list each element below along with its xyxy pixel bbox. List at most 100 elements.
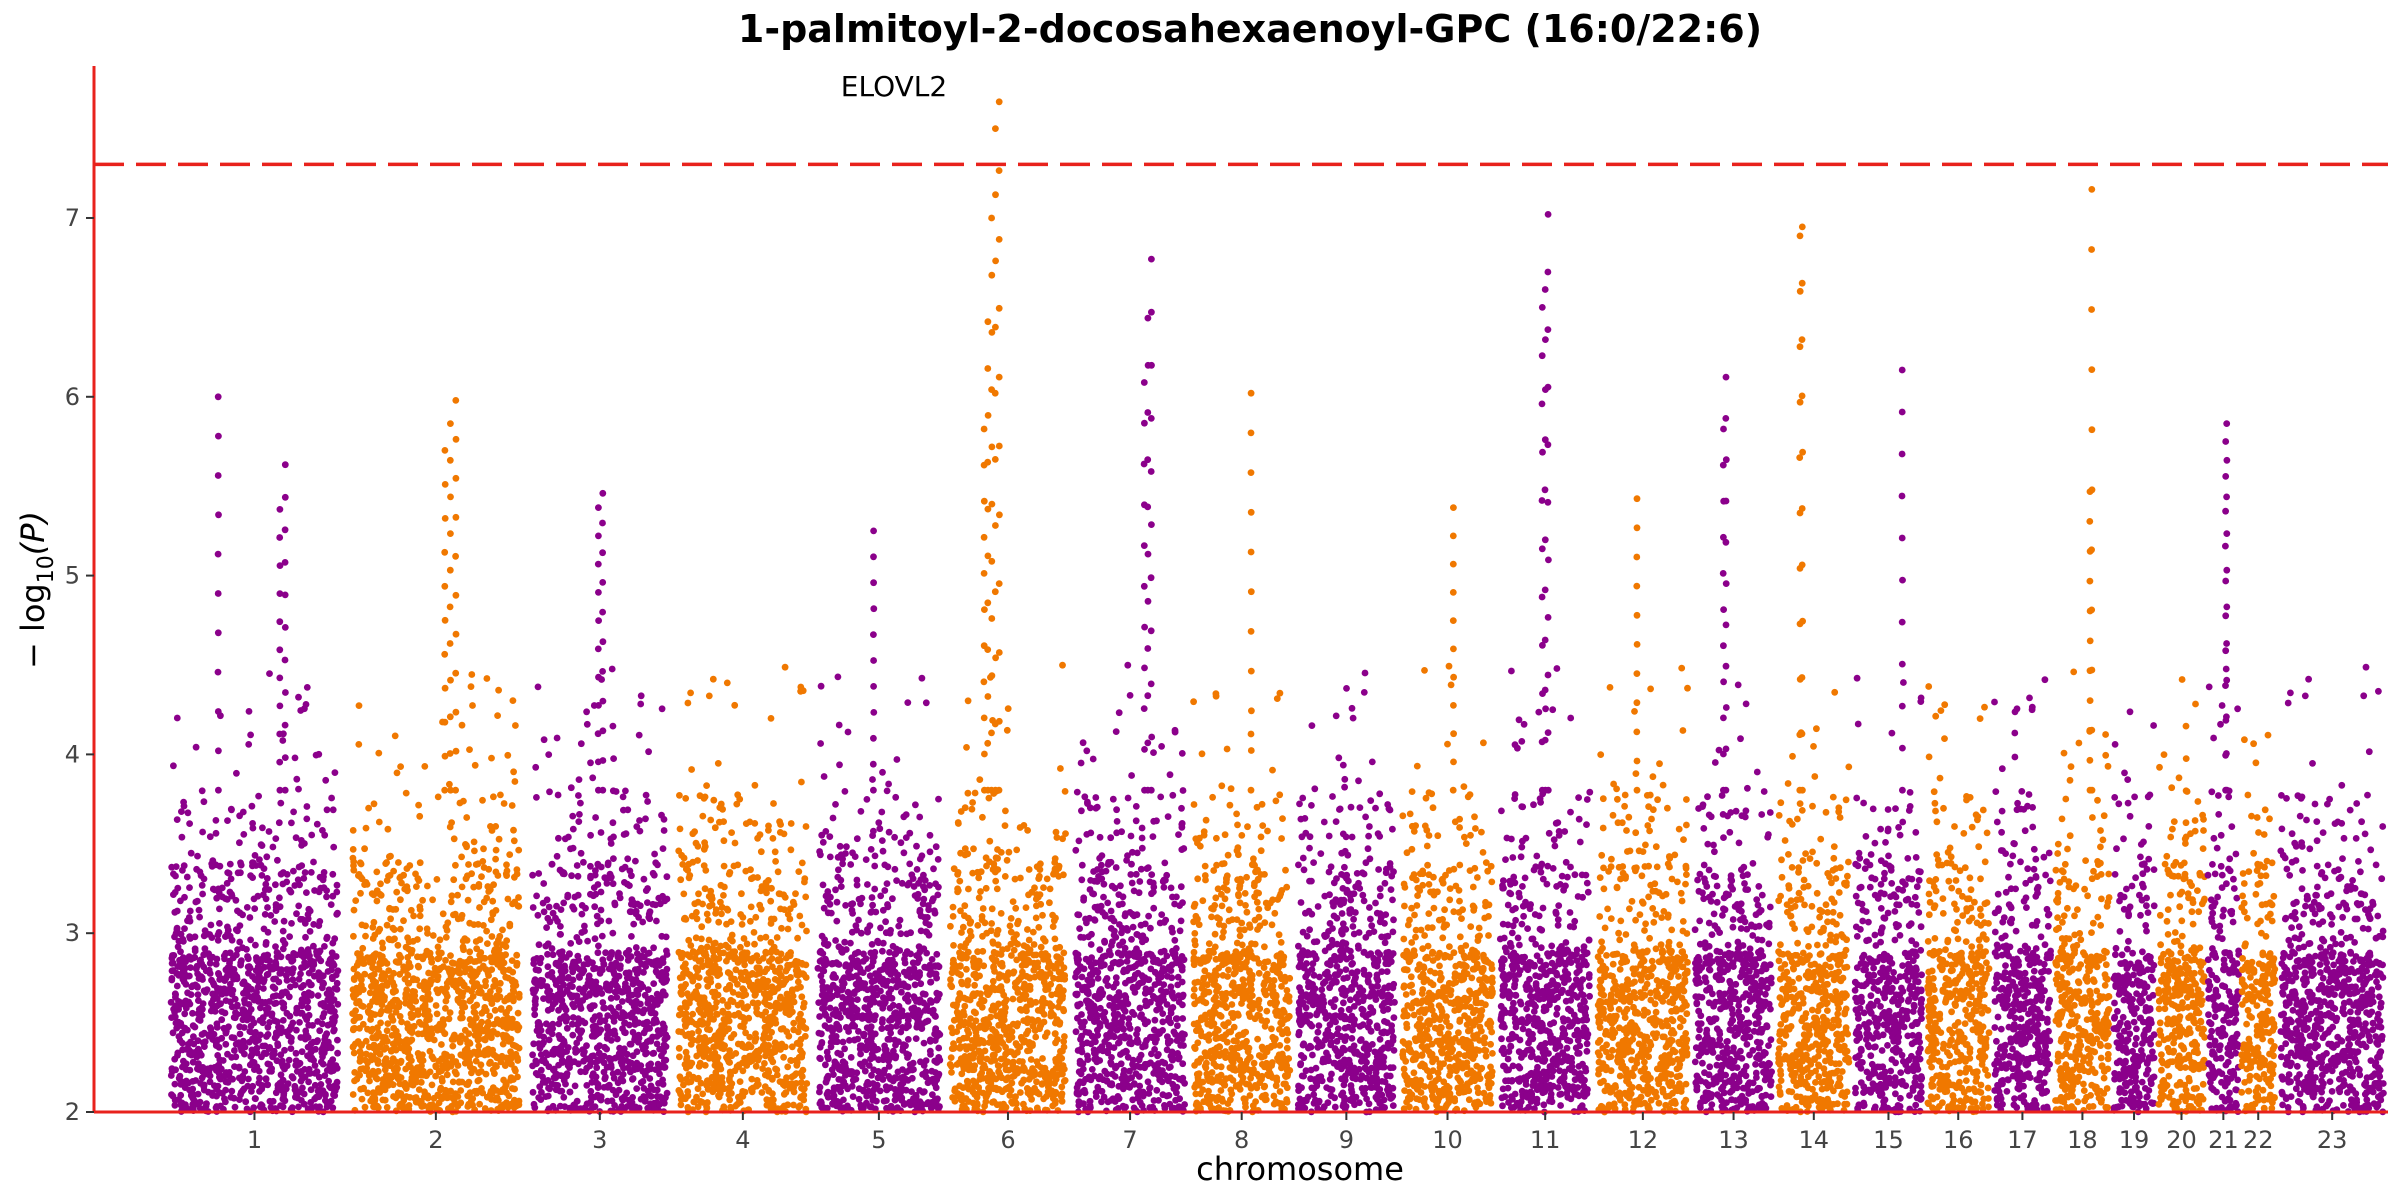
data-point (199, 828, 207, 836)
data-point (435, 1099, 443, 1107)
data-point (676, 792, 683, 799)
data-point (534, 683, 542, 691)
data-point (305, 905, 313, 913)
data-point (730, 862, 738, 870)
data-point (682, 981, 689, 988)
data-point (257, 841, 265, 848)
data-point (637, 692, 645, 700)
data-point (258, 955, 266, 963)
data-point (482, 982, 489, 990)
data-point (561, 1004, 569, 1012)
data-point (474, 1030, 481, 1038)
data-point (252, 1038, 260, 1046)
data-point (742, 820, 750, 827)
data-point (607, 994, 615, 1002)
data-point (704, 1099, 711, 1106)
data-point (704, 1025, 711, 1033)
data-point (490, 881, 497, 889)
data-point (245, 741, 253, 748)
data-point (438, 1077, 446, 1085)
data-point (908, 1074, 916, 1082)
data-point (168, 1065, 176, 1072)
data-point (510, 768, 517, 776)
data-point (285, 993, 293, 1001)
data-point (317, 1058, 325, 1066)
data-point (508, 1024, 516, 1031)
data-point (383, 1104, 391, 1111)
data-point (700, 862, 708, 869)
data-point (556, 931, 564, 938)
data-point (790, 1088, 798, 1096)
data-point (200, 1081, 208, 1089)
data-point (653, 917, 660, 925)
data-point (381, 1066, 389, 1074)
data-point (699, 1090, 707, 1098)
data-point (290, 867, 297, 875)
data-point (693, 1052, 701, 1060)
data-point (619, 1096, 627, 1104)
data-point (909, 959, 917, 967)
data-point (311, 1081, 319, 1089)
data-point (621, 1029, 628, 1036)
data-point (279, 1017, 287, 1024)
data-point (696, 1059, 704, 1067)
data-point (589, 774, 597, 782)
data-point (679, 973, 686, 981)
data-point (505, 966, 513, 974)
data-point (767, 897, 775, 905)
data-point (776, 829, 784, 836)
data-point (703, 976, 711, 984)
data-point (733, 800, 741, 808)
data-point (176, 956, 183, 964)
data-point (186, 884, 193, 891)
data-point (776, 1078, 784, 1085)
data-point (684, 990, 691, 998)
data-point (316, 970, 324, 978)
data-point (325, 1077, 332, 1085)
data-point (350, 975, 358, 982)
data-point (206, 833, 214, 841)
data-point (879, 1016, 886, 1023)
data-point (269, 1097, 277, 1105)
data-point (280, 1000, 288, 1008)
data-point (739, 1042, 746, 1050)
data-point (570, 958, 577, 966)
data-point (889, 942, 897, 950)
data-point (636, 817, 643, 824)
data-point (870, 827, 877, 835)
data-point (894, 971, 901, 979)
data-point (515, 1044, 523, 1052)
data-point (469, 702, 476, 709)
data-point (738, 921, 746, 928)
data-point (436, 1020, 444, 1028)
data-point (473, 980, 481, 988)
data-point (819, 838, 827, 846)
data-point (726, 1075, 733, 1083)
data-point (236, 1023, 244, 1031)
data-point (654, 995, 662, 1003)
data-point (826, 986, 834, 994)
data-point (397, 763, 404, 770)
data-point (500, 800, 508, 807)
data-point (776, 1004, 784, 1012)
data-point (289, 968, 296, 976)
data-point (532, 763, 540, 771)
data-point (460, 981, 468, 989)
data-point (236, 1096, 243, 1103)
data-point (539, 899, 547, 907)
data-point (873, 984, 880, 992)
data-point (868, 1050, 876, 1058)
data-point (184, 809, 192, 817)
data-point (834, 1083, 841, 1091)
data-point (169, 1029, 177, 1037)
data-point (242, 1098, 250, 1106)
data-point (390, 867, 397, 875)
data-point (330, 1026, 338, 1034)
data-point (228, 1087, 236, 1095)
data-point (868, 894, 876, 901)
data-point (331, 1008, 338, 1015)
data-point (394, 1089, 402, 1097)
data-point (588, 1078, 596, 1086)
data-point (323, 893, 330, 901)
data-point (601, 1075, 609, 1083)
